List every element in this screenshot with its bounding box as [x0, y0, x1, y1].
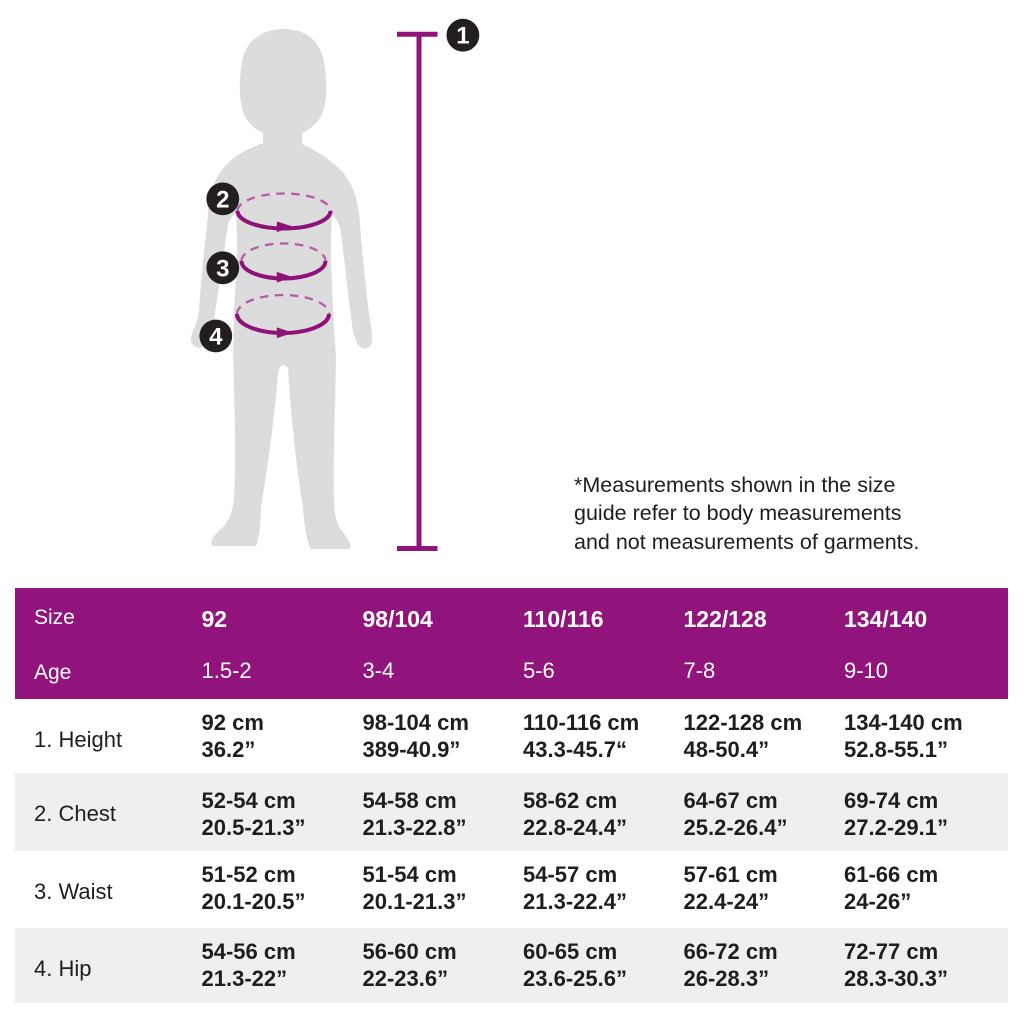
svg-text:1: 1	[456, 23, 469, 50]
svg-text:2: 2	[216, 186, 229, 213]
svg-text:4: 4	[209, 324, 223, 351]
svg-text:3: 3	[216, 255, 229, 282]
